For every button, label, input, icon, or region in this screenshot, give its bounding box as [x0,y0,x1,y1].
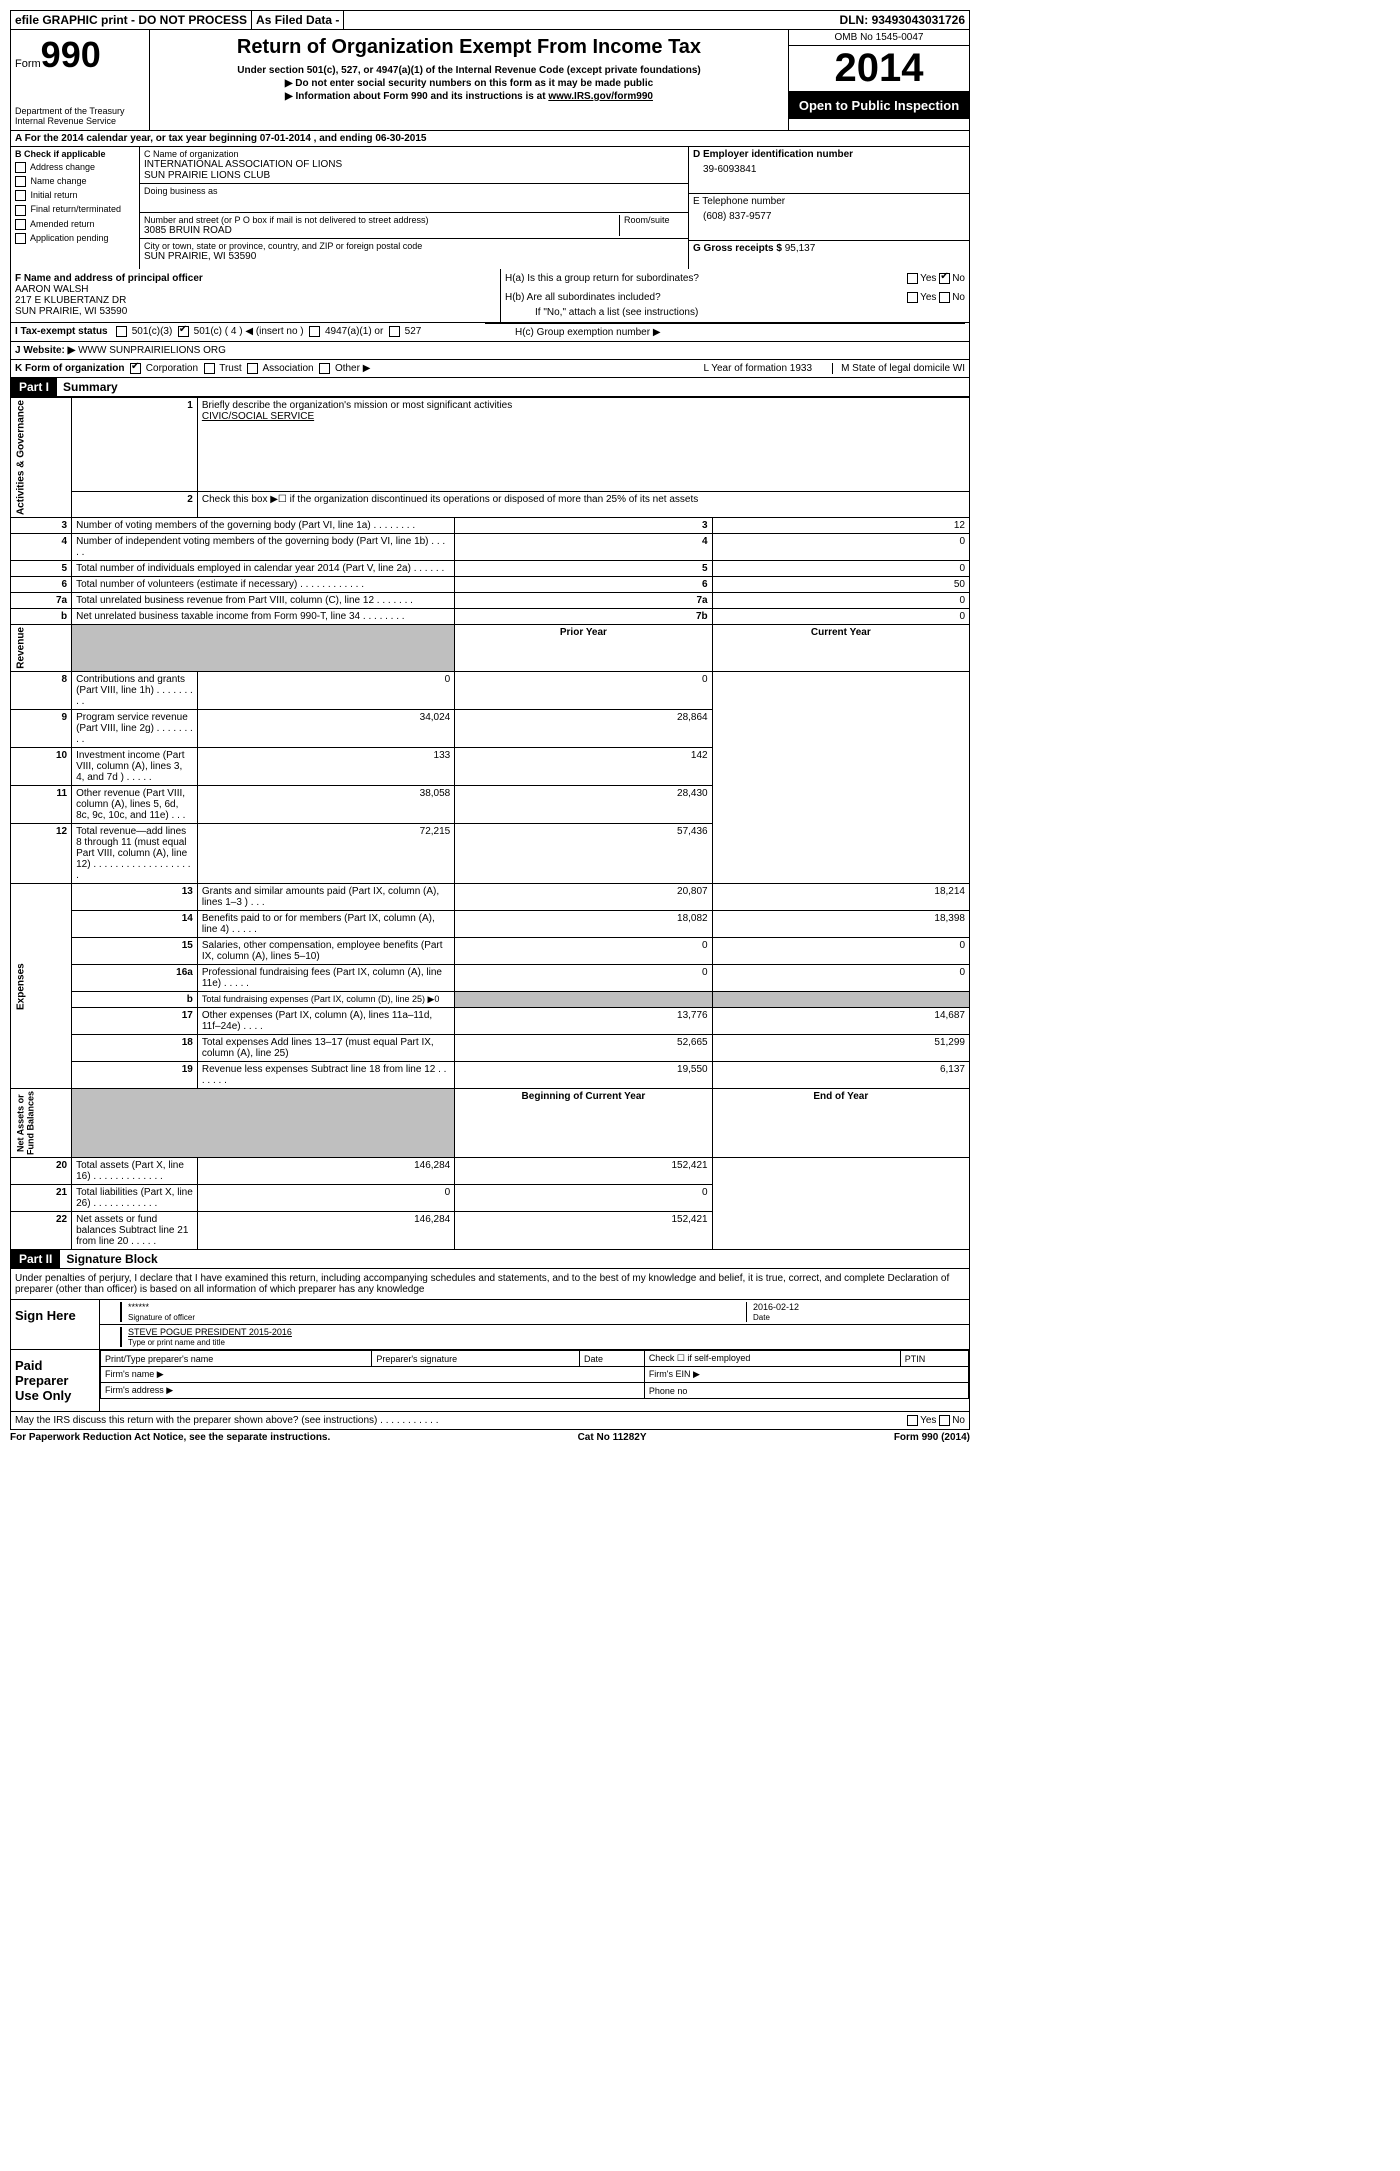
year-formation: L Year of formation 1933 [703,363,812,374]
header-left: Form990 Department of the Treasury Inter… [11,30,150,130]
irs-link[interactable]: www.IRS.gov/form990 [548,91,653,102]
dept-treasury: Department of the Treasury [15,106,145,116]
org-city: SUN PRAIRIE, WI 53590 [144,251,684,262]
row-k-form-org: K Form of organization Corporation Trust… [10,360,970,378]
ssn-note: ▶ Do not enter social security numbers o… [158,78,780,89]
side-governance: Activities & Governance [11,398,72,518]
org-name-2: SUN PRAIRIE LIONS CLUB [144,170,684,181]
as-filed: As Filed Data - [252,11,344,29]
header-title-block: Return of Organization Exempt From Incom… [150,30,789,130]
col-c-org-info: C Name of organization INTERNATIONAL ASS… [140,147,689,269]
tax-year: 2014 [789,46,969,92]
dln: DLN: 93493043031726 [836,11,969,29]
efile-notice: efile GRAPHIC print - DO NOT PROCESS [11,11,252,29]
open-inspection: Open to Public Inspection [789,92,969,119]
col-de: D Employer identification number 39-6093… [689,147,969,269]
irs-label: Internal Revenue Service [15,116,145,126]
state-domicile: M State of legal domicile WI [832,363,965,374]
row-a-tax-year: A For the 2014 calendar year, or tax yea… [10,131,970,147]
form-subtitle: Under section 501(c), 527, or 4947(a)(1)… [158,65,780,76]
sign-date: 2016-02-12 [753,1302,799,1312]
part1-bar: Part I Summary [10,378,970,397]
section-fh: F Name and address of principal officer … [10,269,970,323]
section-h: H(a) Is this a group return for subordin… [501,269,969,322]
checkbox-name-change[interactable]: Name change [15,176,135,187]
top-bar: efile GRAPHIC print - DO NOT PROCESS As … [10,10,970,30]
officer-name-title: STEVE POGUE PRESIDENT 2015-2016 [128,1327,292,1337]
paid-preparer-label: Paid Preparer Use Only [11,1350,100,1411]
page-footer: For Paperwork Reduction Act Notice, see … [10,1430,970,1445]
col-b-checkboxes: B Check if applicable Address change Nam… [11,147,140,269]
ein: 39-6093841 [693,160,965,179]
form-title: Return of Organization Exempt From Incom… [158,36,780,59]
sign-here-label: Sign Here [11,1300,100,1349]
org-name-1: INTERNATIONAL ASSOCIATION OF LIONS [144,159,684,170]
part2-bar: Part II Signature Block [10,1250,970,1269]
section-f: F Name and address of principal officer … [11,269,501,322]
signature-block: Sign Here ******Signature of officer 201… [10,1300,970,1412]
section-bcde: B Check if applicable Address change Nam… [10,147,970,269]
gross-receipts: 95,137 [785,243,816,254]
mission: CIVIC/SOCIAL SERVICE [202,411,314,422]
checkbox-address-change[interactable]: Address change [15,162,135,173]
phone: (608) 837-9577 [693,207,965,226]
officer-name: AARON WALSH [15,284,89,295]
website[interactable]: WWW SUNPRAIRIELIONS ORG [78,345,226,356]
discuss-row: May the IRS discuss this return with the… [10,1412,970,1430]
checkbox-application-pending[interactable]: Application pending [15,233,135,244]
row-j-website: J Website: ▶ WWW SUNPRAIRIELIONS ORG [10,342,970,360]
info-note: ▶ Information about Form 990 and its ins… [158,91,780,102]
form-header: Form990 Department of the Treasury Inter… [10,30,970,131]
preparer-table: Print/Type preparer's name Preparer's si… [100,1350,969,1399]
checkbox-amended-return[interactable]: Amended return [15,219,135,230]
row-i-tax-status: I Tax-exempt status 501(c)(3) 501(c) ( 4… [10,323,970,342]
side-netassets: Net Assets orFund Balances [11,1089,72,1158]
checkbox-final-return-terminated[interactable]: Final return/terminated [15,204,135,215]
omb-number: OMB No 1545-0047 [789,30,969,46]
summary-table: Activities & Governance 1 Briefly descri… [10,397,970,1250]
header-right: OMB No 1545-0047 2014 Open to Public Ins… [789,30,969,130]
checkbox-initial-return[interactable]: Initial return [15,190,135,201]
officer-signature: ****** [128,1302,149,1312]
org-address: 3085 BRUIN ROAD [144,225,619,236]
perjury-statement: Under penalties of perjury, I declare th… [10,1269,970,1300]
side-revenue: Revenue [11,625,72,672]
